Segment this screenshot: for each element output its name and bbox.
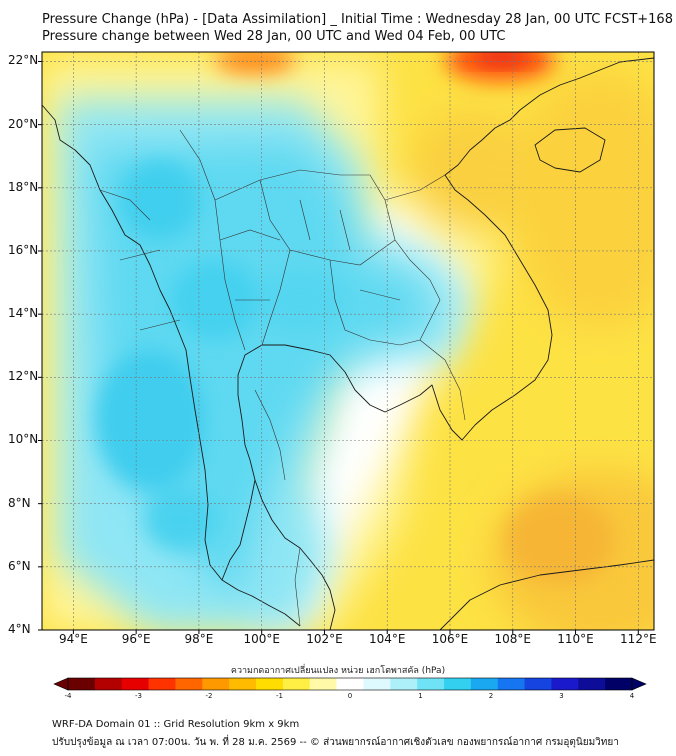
- lat-label: 8°N: [8, 495, 31, 510]
- lon-label: 102°E: [306, 632, 343, 646]
- map-subtitle: Pressure change between Wed 28 Jan, 00 U…: [42, 29, 506, 44]
- colorbar-segment: [282, 678, 311, 690]
- lat-label: 20°N: [8, 116, 39, 131]
- colorbar-segment: [578, 678, 606, 690]
- lon-label: 106°E: [431, 632, 469, 646]
- graticule: [42, 52, 654, 630]
- colorbar-segment: [121, 678, 150, 690]
- lon-label: 94°E: [58, 632, 88, 646]
- colorbar-segment: [68, 678, 96, 690]
- coastlines: [42, 57, 654, 630]
- colorbar-tick-label: -1: [276, 692, 283, 700]
- lon-label: 98°E: [184, 632, 214, 646]
- colorbar-tick-label: -4: [64, 692, 72, 700]
- map-frame: [41, 51, 655, 631]
- lat-label: 12°N: [8, 369, 39, 384]
- lon-label: 104°E: [368, 632, 406, 646]
- colorbar-segment: [417, 678, 445, 690]
- lon-label: 108°E: [494, 632, 532, 646]
- colorbar-segment: [229, 678, 257, 690]
- colorbar: [53, 677, 647, 691]
- colorbar-segment: [336, 678, 365, 690]
- lat-label: 10°N: [8, 432, 39, 447]
- colorbar-segment: [605, 678, 633, 690]
- colorbar-min-extend: [53, 677, 69, 691]
- admin-borders: [99, 129, 466, 627]
- lat-label: 14°N: [8, 306, 39, 321]
- colorbar-tick-label: 2: [488, 692, 494, 700]
- colorbar-segment: [497, 678, 526, 690]
- lat-label: 6°N: [8, 558, 31, 573]
- colorbar-frame: [67, 677, 633, 691]
- colorbar-segment: [390, 678, 418, 690]
- axis-ticks: [38, 60, 639, 634]
- pressure-field: [42, 52, 654, 630]
- colorbar-segment: [309, 678, 338, 690]
- colorbar-segment: [256, 678, 284, 690]
- colorbar-tick-label: 1: [418, 692, 423, 700]
- pressure-change-map: [38, 51, 655, 691]
- colorbar-segment: [148, 678, 177, 690]
- lat-label: 22°N: [8, 53, 39, 68]
- colorbar-title: ความกดอากาศเปลี่ยนแปลง หน่วย เฮกโตพาสคัล…: [230, 666, 446, 676]
- colorbar-max-extend: [631, 677, 647, 691]
- colorbar-segment: [94, 678, 123, 690]
- colorbar-segment: [175, 678, 203, 690]
- colorbar-tick-label: -3: [135, 692, 142, 700]
- colorbar-segment: [524, 678, 553, 690]
- colorbar-tick-label: 3: [559, 692, 564, 700]
- colorbar-tick-label: 0: [347, 692, 353, 700]
- colorbar-segment: [363, 678, 391, 690]
- colorbar-tick-label: -2: [205, 692, 213, 700]
- lat-label: 18°N: [8, 179, 39, 194]
- model-info: WRF-DA Domain 01 :: Grid Resolution 9km …: [52, 719, 300, 730]
- colorbar-segment: [551, 678, 579, 690]
- colorbar-segment: [470, 678, 499, 690]
- credit-line: ปรับปรุงข้อมูล ณ เวลา 07:00น. วัน พ. ที่…: [52, 737, 619, 748]
- lon-label: 96°E: [121, 632, 151, 646]
- colorbar-tick-label: 4: [629, 692, 635, 700]
- colorbar-segment: [444, 678, 472, 690]
- lon-label: 100°E: [243, 632, 280, 646]
- colorbar-segment: [202, 678, 230, 690]
- map-area: [38, 51, 655, 691]
- lon-label: 110°E: [557, 632, 594, 646]
- lat-label: 16°N: [8, 242, 39, 257]
- lat-label: 4°N: [8, 622, 31, 636]
- map-title: Pressure Change (hPa) - [Data Assimilati…: [42, 12, 673, 27]
- lon-label: 112°E: [620, 632, 657, 646]
